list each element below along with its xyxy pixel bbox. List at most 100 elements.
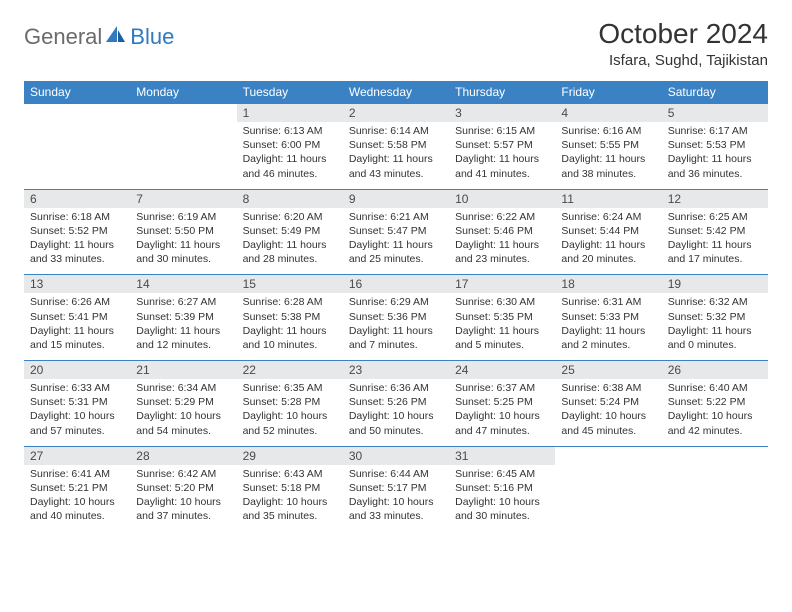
day-details: Sunrise: 6:43 AMSunset: 5:18 PMDaylight:… bbox=[237, 465, 343, 532]
calendar-cell bbox=[24, 104, 130, 190]
day-details: Sunrise: 6:42 AMSunset: 5:20 PMDaylight:… bbox=[130, 465, 236, 532]
sunset-line: Sunset: 5:55 PM bbox=[561, 138, 655, 152]
weekday-header: Wednesday bbox=[343, 81, 449, 104]
daylight-line: Daylight: 11 hours and 33 minutes. bbox=[30, 238, 124, 266]
day-details: Sunrise: 6:17 AMSunset: 5:53 PMDaylight:… bbox=[662, 122, 768, 189]
calendar-cell bbox=[555, 446, 661, 531]
daylight-line: Daylight: 11 hours and 38 minutes. bbox=[561, 152, 655, 180]
day-details: Sunrise: 6:36 AMSunset: 5:26 PMDaylight:… bbox=[343, 379, 449, 446]
sunset-line: Sunset: 6:00 PM bbox=[243, 138, 337, 152]
day-number: 10 bbox=[449, 190, 555, 208]
day-number: 7 bbox=[130, 190, 236, 208]
daylight-line: Daylight: 10 hours and 40 minutes. bbox=[30, 495, 124, 523]
calendar-cell: 19Sunrise: 6:32 AMSunset: 5:32 PMDayligh… bbox=[662, 275, 768, 361]
logo: General Blue bbox=[24, 18, 174, 50]
sunrise-line: Sunrise: 6:32 AM bbox=[668, 295, 762, 309]
sunrise-line: Sunrise: 6:41 AM bbox=[30, 467, 124, 481]
calendar-cell: 26Sunrise: 6:40 AMSunset: 5:22 PMDayligh… bbox=[662, 361, 768, 447]
day-number: 19 bbox=[662, 275, 768, 293]
calendar-page: General Blue October 2024 Isfara, Sughd,… bbox=[0, 0, 792, 549]
weekday-header: Thursday bbox=[449, 81, 555, 104]
day-number: 22 bbox=[237, 361, 343, 379]
day-number: 18 bbox=[555, 275, 661, 293]
calendar-cell: 4Sunrise: 6:16 AMSunset: 5:55 PMDaylight… bbox=[555, 104, 661, 190]
daylight-line: Daylight: 10 hours and 33 minutes. bbox=[349, 495, 443, 523]
daylight-line: Daylight: 11 hours and 46 minutes. bbox=[243, 152, 337, 180]
calendar-cell: 27Sunrise: 6:41 AMSunset: 5:21 PMDayligh… bbox=[24, 446, 130, 531]
sunset-line: Sunset: 5:39 PM bbox=[136, 310, 230, 324]
sunrise-line: Sunrise: 6:28 AM bbox=[243, 295, 337, 309]
calendar-cell bbox=[662, 446, 768, 531]
calendar-cell: 31Sunrise: 6:45 AMSunset: 5:16 PMDayligh… bbox=[449, 446, 555, 531]
day-details: Sunrise: 6:26 AMSunset: 5:41 PMDaylight:… bbox=[24, 293, 130, 360]
calendar-cell: 20Sunrise: 6:33 AMSunset: 5:31 PMDayligh… bbox=[24, 361, 130, 447]
day-details bbox=[24, 108, 130, 166]
sunrise-line: Sunrise: 6:26 AM bbox=[30, 295, 124, 309]
day-details: Sunrise: 6:30 AMSunset: 5:35 PMDaylight:… bbox=[449, 293, 555, 360]
day-details: Sunrise: 6:20 AMSunset: 5:49 PMDaylight:… bbox=[237, 208, 343, 275]
daylight-line: Daylight: 10 hours and 45 minutes. bbox=[561, 409, 655, 437]
header-row: General Blue October 2024 Isfara, Sughd,… bbox=[24, 18, 768, 69]
daylight-line: Daylight: 10 hours and 57 minutes. bbox=[30, 409, 124, 437]
calendar-cell: 17Sunrise: 6:30 AMSunset: 5:35 PMDayligh… bbox=[449, 275, 555, 361]
calendar-cell: 23Sunrise: 6:36 AMSunset: 5:26 PMDayligh… bbox=[343, 361, 449, 447]
sunrise-line: Sunrise: 6:15 AM bbox=[455, 124, 549, 138]
sunset-line: Sunset: 5:35 PM bbox=[455, 310, 549, 324]
calendar-cell: 14Sunrise: 6:27 AMSunset: 5:39 PMDayligh… bbox=[130, 275, 236, 361]
day-details: Sunrise: 6:35 AMSunset: 5:28 PMDaylight:… bbox=[237, 379, 343, 446]
day-number: 17 bbox=[449, 275, 555, 293]
calendar-cell: 28Sunrise: 6:42 AMSunset: 5:20 PMDayligh… bbox=[130, 446, 236, 531]
daylight-line: Daylight: 10 hours and 42 minutes. bbox=[668, 409, 762, 437]
calendar-week-row: 1Sunrise: 6:13 AMSunset: 6:00 PMDaylight… bbox=[24, 104, 768, 190]
sunset-line: Sunset: 5:32 PM bbox=[668, 310, 762, 324]
daylight-line: Daylight: 11 hours and 25 minutes. bbox=[349, 238, 443, 266]
daylight-line: Daylight: 11 hours and 12 minutes. bbox=[136, 324, 230, 352]
day-details: Sunrise: 6:22 AMSunset: 5:46 PMDaylight:… bbox=[449, 208, 555, 275]
calendar-week-row: 27Sunrise: 6:41 AMSunset: 5:21 PMDayligh… bbox=[24, 446, 768, 531]
day-details: Sunrise: 6:13 AMSunset: 6:00 PMDaylight:… bbox=[237, 122, 343, 189]
day-number: 4 bbox=[555, 104, 661, 122]
daylight-line: Daylight: 10 hours and 54 minutes. bbox=[136, 409, 230, 437]
day-details: Sunrise: 6:15 AMSunset: 5:57 PMDaylight:… bbox=[449, 122, 555, 189]
calendar-cell: 7Sunrise: 6:19 AMSunset: 5:50 PMDaylight… bbox=[130, 189, 236, 275]
weekday-header: Sunday bbox=[24, 81, 130, 104]
day-details: Sunrise: 6:32 AMSunset: 5:32 PMDaylight:… bbox=[662, 293, 768, 360]
sunset-line: Sunset: 5:25 PM bbox=[455, 395, 549, 409]
day-details: Sunrise: 6:37 AMSunset: 5:25 PMDaylight:… bbox=[449, 379, 555, 446]
sunrise-line: Sunrise: 6:36 AM bbox=[349, 381, 443, 395]
day-number: 2 bbox=[343, 104, 449, 122]
sunset-line: Sunset: 5:38 PM bbox=[243, 310, 337, 324]
day-details bbox=[555, 451, 661, 509]
calendar-cell: 22Sunrise: 6:35 AMSunset: 5:28 PMDayligh… bbox=[237, 361, 343, 447]
sunset-line: Sunset: 5:33 PM bbox=[561, 310, 655, 324]
day-number: 6 bbox=[24, 190, 130, 208]
sunset-line: Sunset: 5:42 PM bbox=[668, 224, 762, 238]
day-details: Sunrise: 6:28 AMSunset: 5:38 PMDaylight:… bbox=[237, 293, 343, 360]
day-details: Sunrise: 6:29 AMSunset: 5:36 PMDaylight:… bbox=[343, 293, 449, 360]
sunrise-line: Sunrise: 6:35 AM bbox=[243, 381, 337, 395]
day-number: 28 bbox=[130, 447, 236, 465]
daylight-line: Daylight: 10 hours and 50 minutes. bbox=[349, 409, 443, 437]
sunrise-line: Sunrise: 6:29 AM bbox=[349, 295, 443, 309]
sunset-line: Sunset: 5:36 PM bbox=[349, 310, 443, 324]
day-details: Sunrise: 6:25 AMSunset: 5:42 PMDaylight:… bbox=[662, 208, 768, 275]
sunrise-line: Sunrise: 6:13 AM bbox=[243, 124, 337, 138]
daylight-line: Daylight: 11 hours and 0 minutes. bbox=[668, 324, 762, 352]
daylight-line: Daylight: 11 hours and 30 minutes. bbox=[136, 238, 230, 266]
day-details: Sunrise: 6:38 AMSunset: 5:24 PMDaylight:… bbox=[555, 379, 661, 446]
daylight-line: Daylight: 10 hours and 37 minutes. bbox=[136, 495, 230, 523]
sunrise-line: Sunrise: 6:40 AM bbox=[668, 381, 762, 395]
calendar-cell: 2Sunrise: 6:14 AMSunset: 5:58 PMDaylight… bbox=[343, 104, 449, 190]
weekday-header-row: Sunday Monday Tuesday Wednesday Thursday… bbox=[24, 81, 768, 104]
sunrise-line: Sunrise: 6:31 AM bbox=[561, 295, 655, 309]
daylight-line: Daylight: 11 hours and 28 minutes. bbox=[243, 238, 337, 266]
day-number: 26 bbox=[662, 361, 768, 379]
day-details: Sunrise: 6:27 AMSunset: 5:39 PMDaylight:… bbox=[130, 293, 236, 360]
sunrise-line: Sunrise: 6:44 AM bbox=[349, 467, 443, 481]
daylight-line: Daylight: 11 hours and 5 minutes. bbox=[455, 324, 549, 352]
sunset-line: Sunset: 5:44 PM bbox=[561, 224, 655, 238]
weekday-header: Friday bbox=[555, 81, 661, 104]
weekday-header: Monday bbox=[130, 81, 236, 104]
day-number: 9 bbox=[343, 190, 449, 208]
weekday-header: Saturday bbox=[662, 81, 768, 104]
